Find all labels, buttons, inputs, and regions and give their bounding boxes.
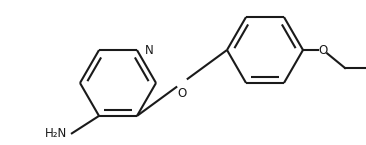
Text: H₂N: H₂N (45, 127, 67, 140)
Text: O: O (318, 44, 328, 57)
Text: O: O (178, 87, 187, 100)
Text: N: N (145, 44, 154, 57)
